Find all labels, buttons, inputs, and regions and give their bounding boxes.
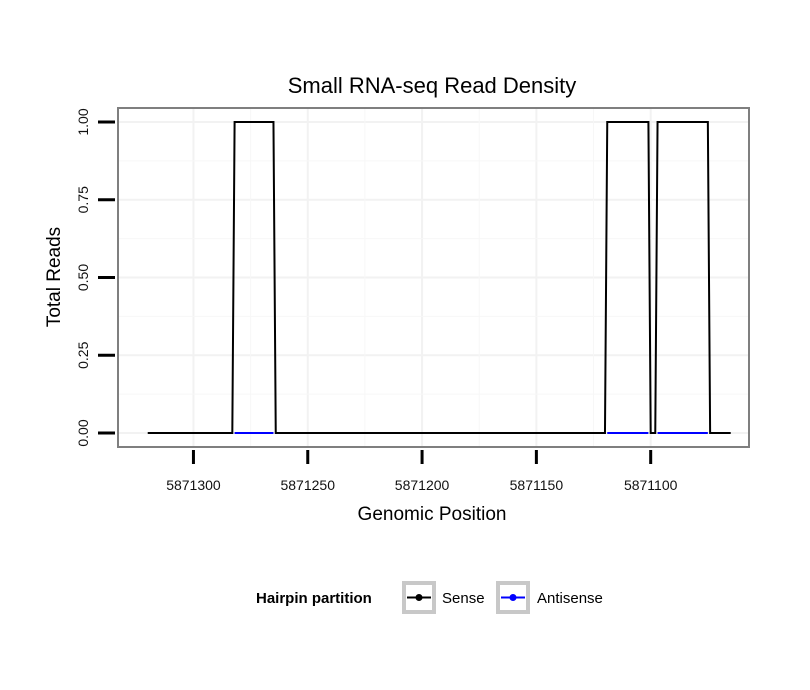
legend-label-antisense: Antisense bbox=[537, 590, 603, 607]
legend-title: Hairpin partition bbox=[256, 590, 372, 607]
y-tick-label: 1.00 bbox=[75, 108, 91, 135]
x-axis-title: Genomic Position bbox=[358, 504, 507, 525]
x-tick-label: 5871250 bbox=[280, 477, 335, 493]
legend-label-sense: Sense bbox=[442, 590, 485, 607]
legend: Hairpin partition Sense Antisense bbox=[256, 581, 603, 614]
x-tick-label: 5871300 bbox=[166, 477, 221, 493]
plot-panel-border bbox=[117, 107, 750, 448]
y-axis: 0.00 0.25 0.50 0.75 1.00 bbox=[75, 108, 115, 447]
y-tick-label: 0.25 bbox=[75, 341, 91, 368]
x-tick-label: 5871150 bbox=[510, 477, 564, 493]
legend-item-antisense: Antisense bbox=[496, 581, 603, 614]
y-tick-label: 0.50 bbox=[75, 264, 91, 291]
plot-panel bbox=[117, 107, 750, 448]
y-axis-title: Total Reads bbox=[44, 227, 65, 327]
y-tick-label: 0.00 bbox=[75, 419, 91, 446]
legend-item-sense: Sense bbox=[402, 581, 485, 614]
series-layer bbox=[147, 121, 731, 435]
x-tick-label: 5871100 bbox=[624, 477, 678, 493]
legend-point-sense bbox=[415, 594, 423, 601]
x-axis: 5871300 5871250 5871200 5871150 5871100 bbox=[166, 450, 678, 493]
x-tick-label: 5871200 bbox=[395, 477, 450, 493]
series-line-sense bbox=[147, 121, 731, 434]
chart-title: Small RNA-seq Read Density bbox=[288, 73, 577, 98]
legend-point-antisense bbox=[509, 594, 517, 601]
y-tick-label: 0.75 bbox=[75, 186, 91, 213]
